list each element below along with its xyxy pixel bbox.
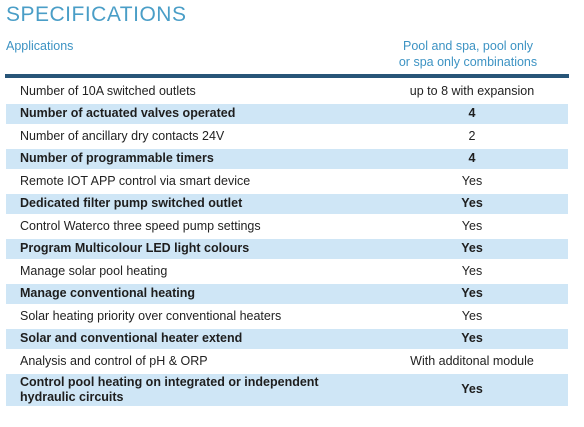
table-row: Control Waterco three speed pump setting… [6, 216, 568, 237]
column-header-combinations: Pool and spa, pool only or spa only comb… [375, 38, 561, 70]
row-label: Solar and conventional heater extend [6, 328, 376, 349]
table-row: Remote IOT APP control via smart device … [6, 171, 568, 192]
row-label: Number of ancillary dry contacts 24V [20, 128, 225, 143]
row-value: Yes [461, 263, 483, 278]
row-value: With additonal module [410, 353, 534, 368]
header-divider [5, 74, 569, 78]
row-value: 4 [376, 103, 568, 124]
table-row: Manage solar pool heating Yes [6, 261, 568, 282]
row-label-line2: hydraulic circuits [20, 389, 124, 404]
row-label: Analysis and control of pH & ORP [20, 353, 208, 368]
row-label: Number of 10A switched outlets [20, 83, 196, 98]
row-value: 2 [468, 128, 476, 143]
column-header-applications: Applications [6, 39, 74, 53]
row-label: Control pool heating on integrated or in… [6, 373, 376, 406]
table-row: Dedicated filter pump switched outlet Ye… [6, 193, 568, 214]
row-label: Number of programmable timers [6, 148, 376, 169]
row-label: Solar heating priority over conventional… [20, 308, 282, 323]
row-value: up to 8 with expansion [409, 83, 535, 98]
table-row: Solar heating priority over conventional… [6, 306, 568, 327]
row-value: Yes [376, 328, 568, 349]
row-label: Program Multicolour LED light colours [6, 238, 376, 259]
row-value: Yes [461, 308, 483, 323]
table-row: Analysis and control of pH & ORP With ad… [6, 351, 568, 372]
row-label: Number of actuated valves operated [6, 103, 376, 124]
row-value: Yes [461, 218, 483, 233]
table-row: Number of programmable timers 4 [6, 148, 568, 169]
column-header-combinations-line1: Pool and spa, pool only [403, 39, 533, 53]
table-row: Solar and conventional heater extend Yes [6, 328, 568, 349]
row-label: Manage conventional heating [6, 283, 376, 304]
row-label: Manage solar pool heating [20, 263, 168, 278]
page-title: SPECIFICATIONS [6, 3, 187, 26]
table-row: Program Multicolour LED light colours Ye… [6, 238, 568, 259]
row-value: Yes [376, 238, 568, 259]
row-value: Yes [376, 283, 568, 304]
row-label-line1: Control pool heating on integrated or in… [20, 374, 319, 389]
row-value: Yes [461, 173, 483, 188]
table-row: Number of actuated valves operated 4 [6, 103, 568, 124]
table-row: Number of 10A switched outlets up to 8 w… [6, 81, 568, 102]
row-label: Remote IOT APP control via smart device [20, 173, 251, 188]
table-row: Manage conventional heating Yes [6, 283, 568, 304]
specifications-table: Number of 10A switched outlets up to 8 w… [6, 79, 568, 408]
row-label: Dedicated filter pump switched outlet [6, 193, 376, 214]
column-header-combinations-line2: or spa only combinations [398, 55, 538, 69]
table-row: Number of ancillary dry contacts 24V 2 [6, 126, 568, 147]
row-value: Yes [376, 373, 568, 406]
table-row: Control pool heating on integrated or in… [6, 373, 568, 406]
row-value: 4 [376, 148, 568, 169]
row-label: Control Waterco three speed pump setting… [20, 218, 261, 233]
row-value: Yes [376, 193, 568, 214]
